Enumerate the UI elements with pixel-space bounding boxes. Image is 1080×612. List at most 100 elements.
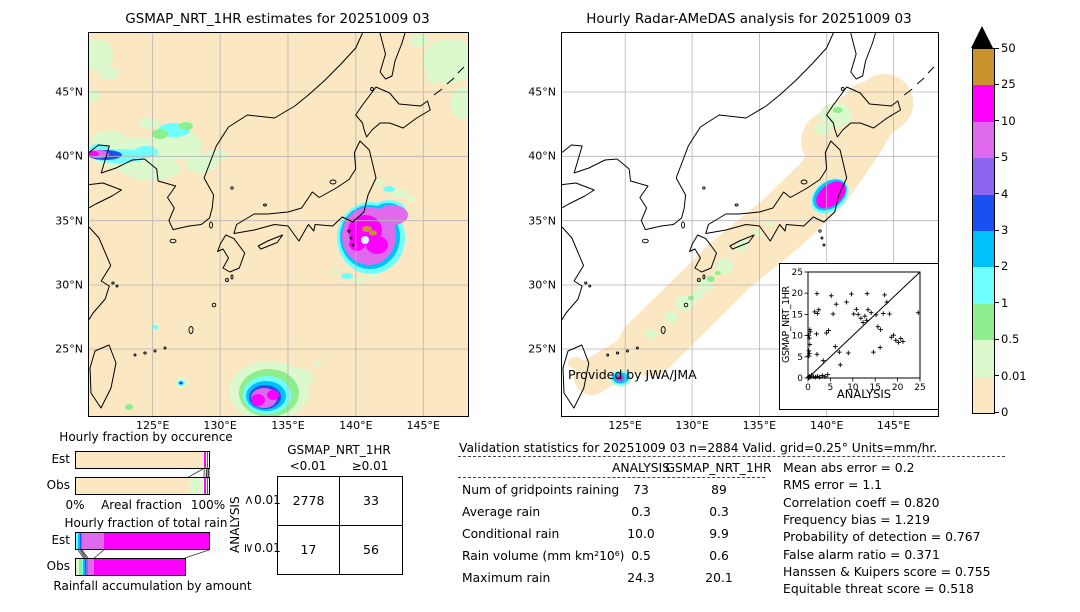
bar-segment (84, 559, 87, 575)
contingency-table: 2778 33 17 56 (277, 476, 403, 575)
svg-text:15: 15 (869, 383, 880, 393)
colorbar-segment (973, 49, 994, 86)
bar-segment (208, 452, 209, 468)
colorbar-tick (994, 83, 999, 86)
colorbar-tick (994, 47, 999, 49)
stacked-bar (75, 532, 210, 550)
bar-segment (206, 452, 208, 468)
bar-segment (204, 452, 207, 468)
gsmap-map-canvas (89, 33, 468, 416)
contingency-cell: 17 (278, 525, 340, 574)
validation-score: RMS error = 1.1 (783, 477, 883, 493)
colorbar-tick-label: 4 (1001, 186, 1009, 201)
colorbar-segment (973, 85, 994, 122)
validation-gsmap-value: 89 (711, 483, 727, 497)
colorbar-tick (994, 229, 999, 231)
colorbar-tick-label: 3 (1001, 223, 1009, 237)
comparison-glyph: ≥ (242, 542, 257, 554)
colorbar-tick (994, 338, 999, 340)
bar-segment (76, 533, 79, 549)
stacked-bar (75, 451, 210, 469)
map-x-tick-label: 145°E (406, 419, 440, 432)
bar-segment (202, 478, 204, 494)
validation-gsmap-value: 20.1 (705, 570, 733, 585)
contingency-cell: 2778 (278, 477, 340, 526)
validation-analysis-value: 73 (633, 483, 649, 497)
colorbar-tick (994, 265, 999, 268)
bar-segment (203, 478, 207, 494)
validation-gsmap-value: 0.6 (709, 548, 729, 563)
colorbar-tick-label: 10 (1001, 113, 1016, 128)
credit-text: Provided by JWA/JMA (568, 367, 697, 382)
validation-row-label: Maximum rain (462, 570, 551, 585)
colorbar-tick-label: 50 (1001, 41, 1016, 55)
svg-text:10: 10 (847, 383, 859, 393)
bar-segment (188, 478, 203, 494)
colorbar-tick-label: 0 (1001, 405, 1009, 419)
bar-connector-lines (188, 469, 210, 477)
validation-score: Equitable threat score = 0.518 (783, 581, 974, 597)
bar-segment (76, 559, 80, 575)
scatter-xlabel: ANALYSIS (836, 387, 892, 401)
radar-amedas-map: Provided by JWA/JMA 0 5 10 15 20 25 0 5 10 15 20 25… (528, 32, 939, 432)
stacked-bar (75, 558, 186, 576)
map-x-tick-label: 130°E (675, 419, 709, 432)
validation-row-label: Rain volume (mm km²10⁶) (462, 548, 625, 563)
colorbar-tick-label: 5 (1001, 150, 1009, 165)
gsmap-estimate-map: 125°E 130°E 135°E 140°E 145°E 45°N 40°N 35°N 30°… (55, 32, 469, 432)
map-y-tick-label: 40°N (528, 149, 556, 163)
map-x-tick-label: 140°E (339, 419, 373, 432)
validation-analysis-value: 10.0 (627, 526, 655, 541)
validation-score: Probability of detection = 0.767 (783, 529, 981, 545)
contingency-col-label-1: ≥0.01 (351, 459, 389, 473)
colorbar-segment (973, 267, 994, 304)
svg-text:20: 20 (792, 289, 804, 299)
dashed-rule-header (458, 477, 765, 478)
svg-text:25: 25 (914, 383, 925, 393)
validation-analysis-value: 0.5 (631, 548, 651, 563)
colorbar-segment (973, 121, 994, 159)
bar-segment (81, 533, 104, 549)
bar-segment (76, 478, 189, 494)
contingency-col-label-0: <0.01 (289, 459, 327, 473)
bar-segment (206, 478, 209, 494)
dashed-rule-top (458, 456, 1005, 457)
contingency-row-label: ≥0.01 (242, 541, 281, 555)
validation-analysis-value: 0.3 (631, 504, 651, 519)
areal-fraction-0: 0% (65, 498, 85, 512)
colorbar-tick-label: 1 (1001, 295, 1009, 310)
validation-col-gsmap: GSMAP_NRT_1HR (665, 461, 772, 475)
validation-row-label: Average rain (462, 504, 541, 519)
validation-analysis-value: 24.3 (627, 570, 655, 585)
svg-text:0: 0 (805, 383, 811, 393)
contingency-row-label: <0.01 (242, 493, 281, 507)
svg-text:15: 15 (792, 310, 803, 320)
right-map-title: Hourly Radar-AMeDAS analysis for 2025100… (586, 11, 912, 27)
scatter-ylabel: GSMAP_NRT_1HR (781, 286, 792, 364)
bar-segment (76, 452, 203, 468)
validation-gsmap-value: 0.3 (709, 504, 729, 519)
bar-segment (103, 533, 209, 549)
contingency-row-group: ANALYSIS (228, 496, 242, 553)
colorbar-tick (994, 375, 999, 377)
colorbar-tick-label: 25 (1001, 77, 1016, 92)
svg-text:5: 5 (797, 353, 803, 363)
validation-col-analysis: ANALYSIS (612, 461, 670, 475)
validation-score: Frequency bias = 1.219 (783, 511, 931, 527)
svg-text:20: 20 (892, 383, 904, 393)
colorbar-segment (973, 231, 994, 268)
colorbar-segment (973, 340, 994, 377)
bar-segment (81, 533, 82, 549)
bar-segment (207, 452, 209, 468)
colorbar-tick (994, 120, 999, 122)
totalrain-chart-title: Hourly fraction of total rain (64, 516, 228, 530)
colorbar-segment (973, 376, 994, 414)
colorbar-tick-label: 2 (1001, 259, 1009, 274)
stacked-bar (75, 477, 210, 495)
map-y-tick-label: 45°N (55, 85, 83, 99)
bar-segment (87, 559, 95, 575)
bar-segment (81, 559, 84, 575)
map-x-tick-label: 135°E (271, 419, 305, 432)
map-x-tick-label: 125°E (608, 419, 642, 432)
validation-row-label: Num of gridpoints raining (462, 483, 620, 497)
